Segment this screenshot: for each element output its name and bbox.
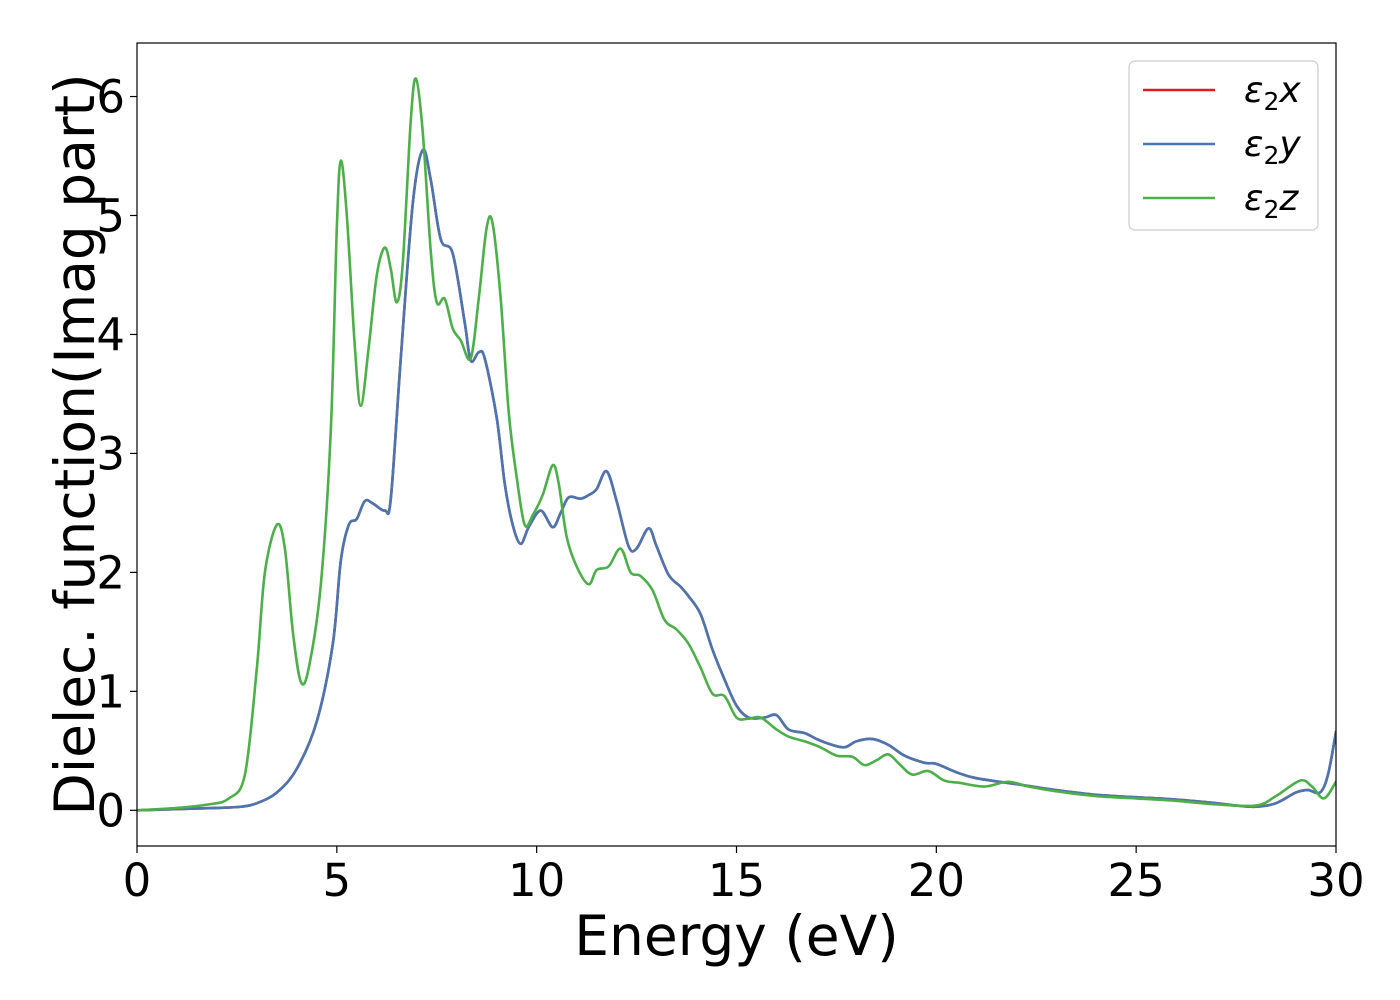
x-tick-label: 25 xyxy=(1108,854,1165,907)
x-tick-label: 15 xyxy=(708,854,765,907)
y-tick-label: 0 xyxy=(96,784,125,837)
legend-label-z: ε2z xyxy=(1244,178,1299,224)
series-layer xyxy=(137,77,1336,812)
legend-component: y xyxy=(1278,124,1301,165)
legend-symbol: ε xyxy=(1244,178,1263,219)
legend-symbol: ε xyxy=(1244,124,1263,165)
legend-label-x: ε2x xyxy=(1244,70,1301,116)
x-tick-label: 5 xyxy=(323,854,352,907)
legend-subscript: 2 xyxy=(1263,87,1279,116)
series-line-z xyxy=(137,77,1336,812)
legend-subscript: 2 xyxy=(1263,195,1279,224)
y-tick-label: 2 xyxy=(96,546,125,599)
x-tick-label: 30 xyxy=(1307,854,1364,907)
legend-component: z xyxy=(1278,178,1299,219)
axes-layer: 0 5 10 15 20 25 30 0 1 2 3 4 5 6 xyxy=(96,42,1365,907)
y-tick-label: 5 xyxy=(96,189,125,242)
y-axis-label: Dielec. function(Imag part) xyxy=(43,73,107,815)
y-tick-label: 6 xyxy=(96,71,125,124)
x-tick-label: 10 xyxy=(508,854,565,907)
x-axis-label: Energy (eV) xyxy=(574,904,898,968)
series-line-x xyxy=(137,148,1336,812)
series-line-y xyxy=(137,148,1336,812)
x-tick-label: 0 xyxy=(123,854,152,907)
legend-subscript: 2 xyxy=(1263,141,1279,170)
y-tick-label: 1 xyxy=(96,665,125,718)
x-tick-label: 20 xyxy=(908,854,965,907)
legend-component: x xyxy=(1278,70,1301,111)
legend-symbol: ε xyxy=(1244,70,1263,111)
legend-label-y: ε2y xyxy=(1244,124,1301,170)
legend-box xyxy=(1128,60,1319,231)
y-tick-label: 4 xyxy=(96,308,125,361)
y-tick-label: 3 xyxy=(96,427,125,480)
